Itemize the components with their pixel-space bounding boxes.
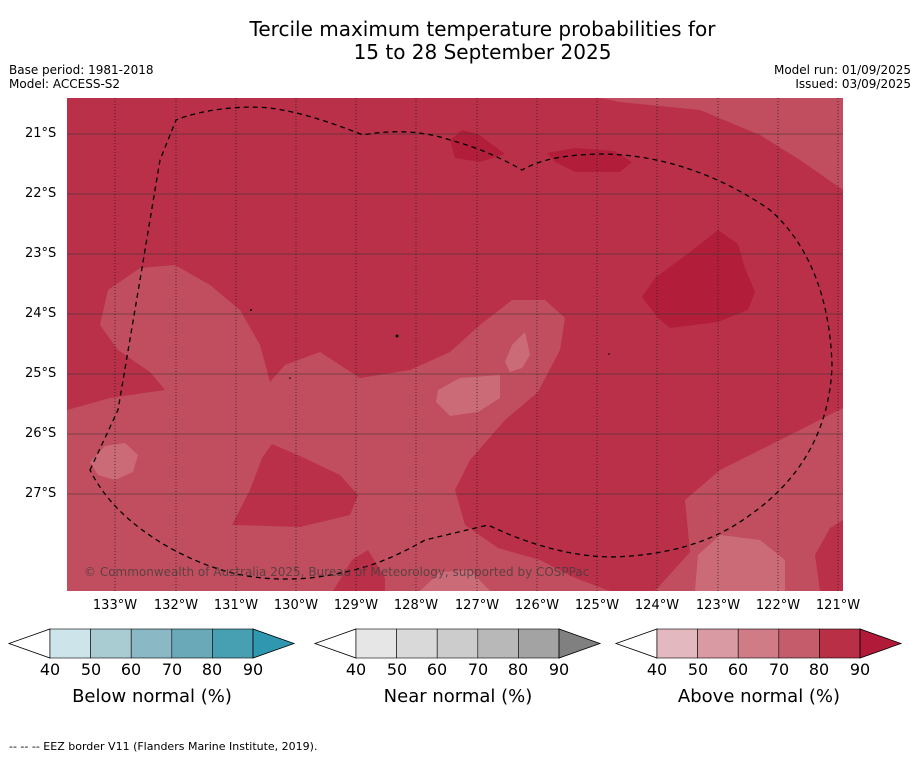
legend-above-tick: 50 [687, 660, 709, 679]
zone-60-south [420, 570, 490, 591]
zone-70-southeast [655, 408, 843, 591]
legend-near-tick: 70 [467, 660, 489, 679]
zone-90-east [642, 230, 755, 328]
legend-above-swatch [819, 628, 861, 659]
legend-above-swatch [737, 628, 780, 659]
title-line-2: 15 to 28 September 2025 [353, 40, 612, 64]
legend-near-swatch [355, 628, 397, 659]
zone-60-west [90, 443, 138, 480]
legend-above-min-arrow [614, 628, 658, 659]
right-meta: Model run: 01/09/2025 Issued: 03/09/2025 [774, 63, 911, 91]
legend-near-tick: 50 [386, 660, 408, 679]
legend-above-tick: 40 [646, 660, 668, 679]
legend-near-tick: 90 [548, 660, 570, 679]
legend-above-tick: 70 [768, 660, 790, 679]
legend-below-tick: 80 [201, 660, 223, 679]
lon-label: 123°W [695, 598, 741, 613]
legend-above-title: Above normal (%) [677, 686, 841, 707]
map-title: Tercile maximum temperature probabilitie… [0, 18, 919, 64]
lon-label: 126°W [514, 598, 560, 613]
legend-above-swatch [656, 628, 698, 659]
lat-label: 22°S [25, 186, 57, 201]
legend-below-tick: 70 [161, 660, 183, 679]
legend-near-min-arrow [313, 628, 357, 659]
legend-below-tick: 90 [242, 660, 264, 679]
lat-label: 24°S [25, 306, 57, 321]
zone-80-bottom [333, 550, 385, 591]
legend-near-swatch [477, 628, 519, 659]
left-meta: Base period: 1981-2018 Model: ACCESS-S2 [9, 63, 154, 91]
eez-border [89, 106, 833, 580]
legend-above-swatch [697, 628, 739, 659]
graticule [67, 133, 843, 495]
colorbars [7, 628, 903, 659]
map-field [67, 98, 843, 591]
legend-below-min-arrow [7, 628, 51, 659]
zone-80-corner [815, 520, 843, 591]
model-name: Model: ACCESS-S2 [9, 77, 121, 91]
lon-label: 131°W [213, 598, 259, 613]
legend-below-swatch [49, 628, 91, 659]
title-line-1: Tercile maximum temperature probabilitie… [249, 17, 716, 41]
legend-below-swatch [90, 628, 132, 659]
legend-below-tick: 40 [39, 660, 61, 679]
meridians [114, 98, 839, 591]
zone-80-southwest [232, 444, 358, 527]
lon-label: 133°W [92, 598, 138, 613]
legend-near-swatch [396, 628, 438, 659]
copyright-notice: © Commonwealth of Australia 2025, Bureau… [84, 565, 590, 579]
legend-above-tick: 60 [727, 660, 749, 679]
lon-label: 122°W [755, 598, 801, 613]
zone-70-northeast [600, 98, 843, 190]
legend-below-swatch [171, 628, 213, 659]
islands [250, 309, 610, 379]
legend-near-swatch [518, 628, 560, 659]
legend-near-tick: 80 [507, 660, 529, 679]
zone-60-patch [505, 332, 530, 372]
lon-label: 124°W [634, 598, 680, 613]
issued-date: Issued: 03/09/2025 [795, 77, 911, 91]
legend-below-title: Below normal (%) [72, 686, 232, 707]
lat-label: 27°S [25, 486, 57, 501]
legend-below-max-arrow [252, 628, 296, 659]
legend-near-tick: 40 [345, 660, 367, 679]
legend-below-tick: 60 [120, 660, 142, 679]
lat-label: 26°S [25, 426, 57, 441]
lon-label: 127°W [454, 598, 500, 613]
legend-near-tick: 60 [426, 660, 448, 679]
legend-near-title: Near normal (%) [383, 686, 533, 707]
lon-label: 125°W [574, 598, 620, 613]
eez-footnote: -- -- -- EEZ border V11 (Flanders Marine… [9, 740, 318, 753]
lon-label: 132°W [153, 598, 199, 613]
lon-label: 128°W [393, 598, 439, 613]
base-period: Base period: 1981-2018 [9, 63, 154, 77]
legend-near-max-arrow [558, 628, 602, 659]
legend-above-swatch [778, 628, 820, 659]
zone-70-central [67, 265, 610, 591]
zone-60-southeast [695, 535, 785, 591]
lat-label: 23°S [25, 246, 57, 261]
legend-below-tick: 50 [80, 660, 102, 679]
legend-near-swatch [436, 628, 479, 659]
legend-above-tick: 80 [808, 660, 830, 679]
lat-label: 25°S [25, 366, 57, 381]
lon-label: 121°W [815, 598, 861, 613]
legend-above-max-arrow [859, 628, 903, 659]
lon-label: 129°W [333, 598, 379, 613]
legend-above-tick: 90 [849, 660, 871, 679]
lon-label: 130°W [273, 598, 319, 613]
model-run: Model run: 01/09/2025 [773, 63, 911, 77]
legend-below-swatch [212, 628, 254, 659]
legend-below-swatch [130, 628, 173, 659]
lat-label: 21°S [25, 126, 57, 141]
zone-60-centre [436, 375, 500, 416]
